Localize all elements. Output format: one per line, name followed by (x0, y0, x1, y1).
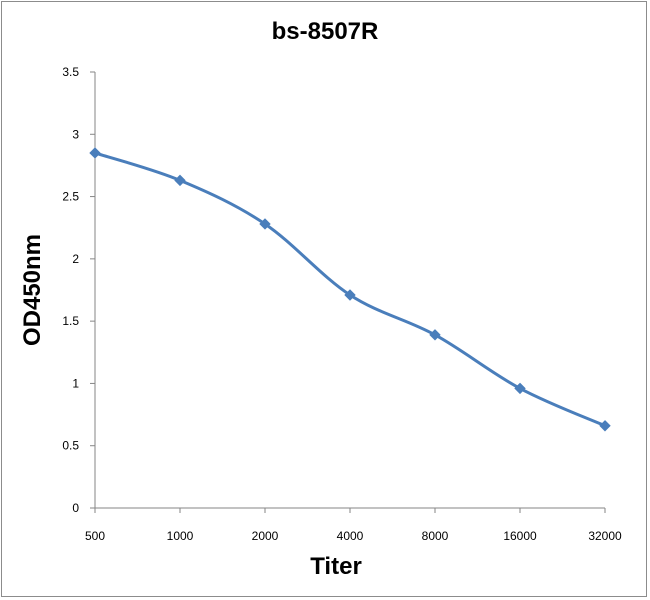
x-tick-label: 16000 (503, 529, 537, 543)
data-point-marker (514, 382, 526, 395)
x-ticks: 500 1000 2000 4000 8000 16000 32000 (85, 508, 622, 543)
x-tick-label: 32000 (588, 529, 622, 543)
data-point-marker (89, 147, 101, 159)
data-point-marker (174, 174, 186, 187)
y-tick-label: 2 (72, 252, 79, 266)
y-tick-label: 0 (72, 501, 79, 515)
chart-title: bs-8507R (271, 18, 379, 45)
x-tick-label: 1000 (167, 529, 194, 543)
y-tick-label: 1 (72, 376, 79, 390)
x-tick-label: 4000 (337, 529, 364, 543)
x-tick-label: 500 (85, 529, 105, 543)
data-point-marker (599, 420, 611, 432)
y-tick-label: 2.5 (62, 190, 79, 204)
series-group (89, 147, 611, 432)
data-point-marker (344, 289, 356, 301)
y-tick-label: 3 (72, 127, 79, 141)
y-ticks: 0 0.5 1 1.5 2 2.5 3 3.5 (62, 65, 95, 515)
y-tick-label: 3.5 (62, 65, 79, 79)
y-tick-label: 0.5 (62, 439, 79, 453)
y-tick-label: 1.5 (62, 314, 79, 328)
data-point-marker (259, 218, 271, 230)
data-point-marker (429, 329, 441, 341)
x-tick-label: 2000 (252, 529, 279, 543)
x-tick-label: 8000 (422, 529, 449, 543)
x-axis-label: Titer (310, 553, 362, 580)
